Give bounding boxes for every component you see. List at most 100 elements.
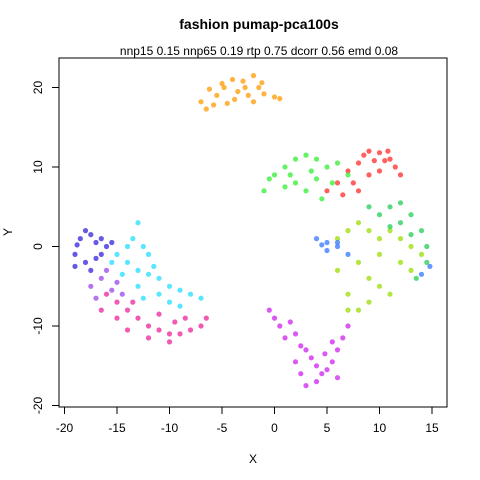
data-point	[334, 236, 341, 242]
data-point	[98, 307, 104, 313]
data-point	[214, 92, 220, 98]
data-point	[145, 251, 152, 257]
data-point	[340, 192, 346, 198]
data-point	[334, 267, 341, 273]
data-point	[413, 275, 419, 281]
x-axis: -20 -15 -10 -5 0 5 10 15	[56, 407, 439, 435]
data-point	[427, 263, 433, 269]
data-point	[292, 359, 299, 365]
data-point	[408, 243, 414, 250]
data-point	[124, 259, 131, 265]
y-tick-label: -20	[31, 397, 45, 415]
data-point	[172, 319, 178, 325]
data-point	[256, 84, 262, 91]
data-point	[324, 188, 330, 194]
data-point	[376, 212, 383, 218]
data-point	[250, 99, 257, 105]
data-point	[166, 331, 173, 337]
data-point	[313, 379, 320, 385]
x-tick-label: 10	[373, 421, 387, 435]
data-point	[345, 323, 351, 329]
x-tick-label: 0	[271, 421, 278, 435]
data-point	[392, 164, 398, 170]
data-point	[140, 295, 146, 301]
data-point	[334, 375, 341, 381]
data-point	[130, 299, 136, 305]
data-point	[93, 255, 99, 261]
data-point	[109, 259, 115, 265]
data-point	[282, 164, 288, 170]
x-tick-label: 5	[324, 421, 331, 435]
data-point	[156, 327, 162, 333]
data-point	[334, 243, 341, 250]
data-point	[88, 267, 94, 273]
data-point	[203, 106, 209, 112]
data-point	[187, 291, 194, 297]
data-point	[114, 299, 120, 305]
data-point	[114, 251, 120, 257]
data-point	[166, 283, 173, 289]
data-point	[418, 251, 425, 257]
data-point	[287, 319, 293, 325]
data-point	[88, 232, 94, 238]
data-point	[324, 164, 330, 170]
data-point	[355, 160, 362, 166]
data-point	[324, 247, 330, 254]
data-point	[345, 172, 351, 178]
data-point	[156, 311, 162, 317]
data-point	[366, 275, 372, 281]
data-point	[177, 331, 183, 337]
data-point	[355, 259, 362, 265]
data-point	[329, 180, 335, 186]
x-tick-label: -20	[56, 421, 74, 435]
data-point	[282, 184, 288, 190]
data-point	[397, 172, 404, 178]
data-point	[319, 371, 325, 377]
data-point	[334, 347, 341, 353]
data-point	[271, 94, 278, 100]
data-point	[130, 236, 136, 242]
data-point	[187, 327, 194, 333]
data-point	[303, 188, 309, 194]
x-axis-label: X	[249, 452, 257, 466]
data-point	[211, 102, 217, 108]
data-point	[103, 243, 110, 250]
data-point	[376, 150, 383, 156]
data-point	[82, 228, 89, 234]
data-point	[303, 347, 309, 353]
data-point	[366, 148, 372, 154]
data-point	[355, 307, 362, 313]
data-point	[313, 236, 320, 242]
data-point	[221, 84, 227, 91]
data-point	[303, 383, 309, 389]
data-point	[259, 80, 265, 86]
data-point	[376, 251, 383, 257]
chart-title: fashion pumap-pca100s	[179, 16, 339, 32]
data-point	[242, 84, 248, 91]
data-point	[355, 220, 362, 226]
y-tick-label: 10	[31, 160, 45, 174]
data-point	[387, 291, 393, 297]
data-point	[418, 228, 425, 234]
data-point	[308, 168, 314, 174]
data-point	[334, 180, 341, 186]
data-point	[219, 80, 225, 87]
data-point	[72, 263, 78, 269]
data-point	[98, 275, 104, 281]
data-point	[418, 271, 425, 277]
data-point	[98, 236, 104, 242]
y-axis: -20 -10 0 10 20	[31, 81, 59, 415]
data-point	[109, 239, 115, 246]
data-point	[119, 291, 125, 297]
data-point	[376, 283, 383, 289]
data-point	[408, 267, 414, 273]
data-point	[387, 224, 393, 230]
data-point	[298, 371, 304, 377]
data-point	[250, 73, 257, 79]
data-point	[345, 307, 351, 313]
data-point	[82, 259, 89, 265]
data-point	[397, 236, 404, 242]
data-point	[345, 168, 351, 174]
data-point	[229, 76, 236, 83]
y-tick-label: -10	[31, 317, 45, 335]
